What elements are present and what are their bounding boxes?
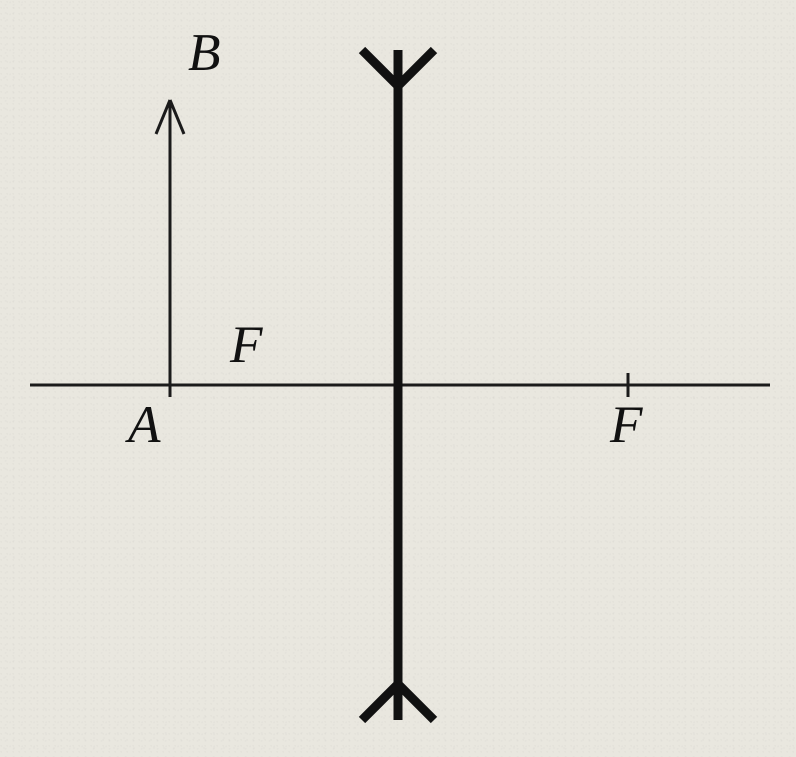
label-F-right: F: [609, 395, 643, 454]
label-B: B: [188, 23, 221, 82]
lens-bottom-v-left: [362, 684, 398, 720]
lens-top-v-right: [398, 50, 434, 86]
object-arrow-head-left: [156, 100, 170, 134]
optics-diagram: B A F F: [0, 0, 796, 757]
lens-top-v-left: [362, 50, 398, 86]
lens-bottom-v-right: [398, 684, 434, 720]
label-F-left: F: [229, 315, 263, 374]
object-arrow-head-right: [170, 100, 184, 134]
label-A: A: [125, 395, 161, 454]
